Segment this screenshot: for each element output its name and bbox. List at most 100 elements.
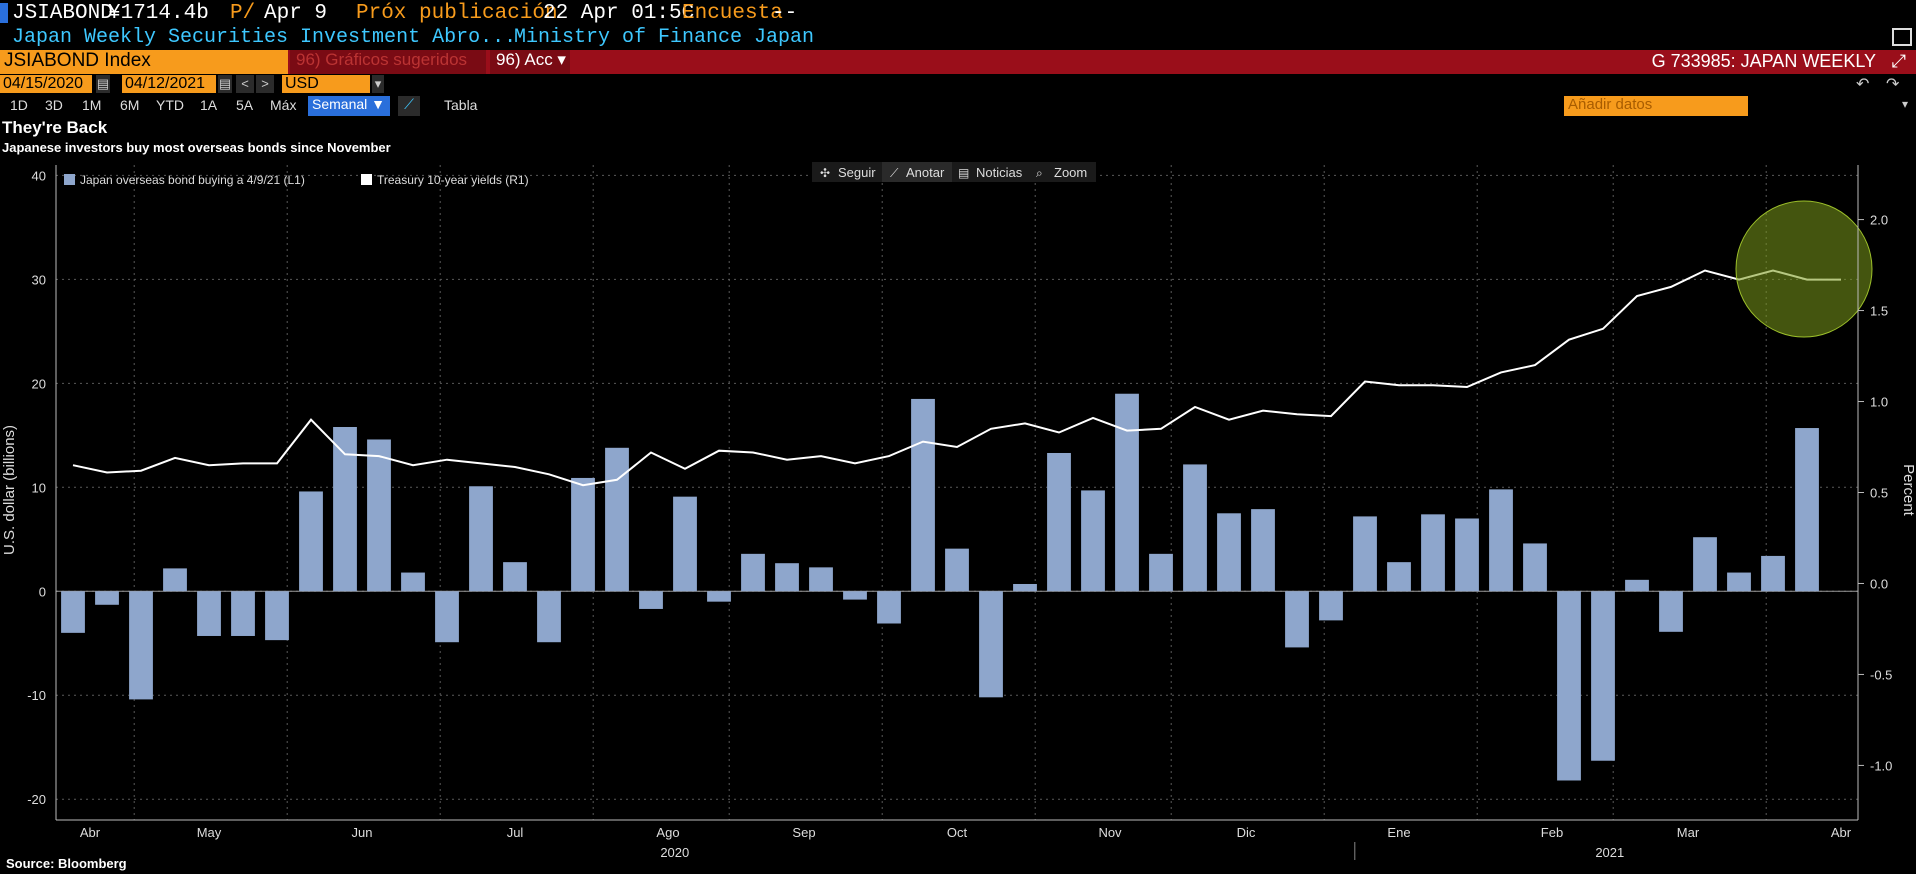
security-description[interactable]: Japan Weekly Securities Investment Abro.…	[12, 26, 517, 49]
bar-bond-buying	[1659, 591, 1683, 632]
start-date-input[interactable]: 04/15/2020	[0, 75, 92, 93]
bar-bond-buying	[1387, 562, 1411, 592]
undo-icon[interactable]: ↶	[1856, 76, 1870, 93]
x-tick-month: Abr	[80, 825, 101, 840]
bar-bond-buying	[1183, 464, 1207, 592]
bar-bond-buying	[129, 591, 153, 700]
y-tick-right: 2.0	[1870, 213, 1888, 228]
follow-icon[interactable]: ✣	[820, 166, 830, 180]
bar-bond-buying	[333, 427, 357, 592]
security-input[interactable]: JSIABOND Index	[0, 50, 288, 74]
y-tick-right: 1.0	[1870, 395, 1888, 410]
zoom-button[interactable]: Zoom	[1054, 165, 1087, 180]
bar-bond-buying	[367, 439, 391, 592]
bar-bond-buying	[605, 447, 629, 592]
bar-bond-buying	[945, 548, 969, 592]
y-axis-left-label: U.S. dollar (billions)	[1, 425, 18, 555]
period-toolbar: 1D 3D 1M 6M YTD 1A 5A Máx Semanal ▼ ⟋ Ta…	[0, 96, 1916, 116]
y-tick-right: 1.5	[1870, 304, 1888, 319]
period-1a[interactable]: 1A	[200, 97, 218, 113]
x-tick-month: Mar	[1677, 825, 1700, 840]
period-3d[interactable]: 3D	[45, 97, 63, 113]
currency-select[interactable]: USD	[282, 75, 370, 93]
treasury-yield-line	[72, 269, 1841, 487]
news-icon[interactable]: ▤	[958, 166, 969, 180]
bar-bond-buying	[1625, 579, 1649, 592]
table-button[interactable]: Tabla	[444, 97, 478, 113]
menu-dropdown-icon[interactable]: ▾	[1901, 97, 1908, 111]
x-tick-month: Dic	[1237, 825, 1256, 840]
annotate-button[interactable]: Anotar	[906, 165, 945, 180]
period-1d[interactable]: 1D	[10, 97, 28, 113]
expand-icon[interactable]	[1892, 28, 1912, 46]
legend-label-yields: Treasury 10-year yields (R1)	[377, 173, 529, 187]
suggested-charts-button[interactable]: 96) Gráficos sugeridos	[290, 50, 486, 74]
bar-bond-buying	[1115, 393, 1139, 592]
follow-button[interactable]: Seguir	[838, 165, 876, 180]
x-tick-month: Ago	[656, 825, 679, 840]
x-tick-year: 2020	[660, 845, 689, 860]
period-ytd[interactable]: YTD	[156, 97, 184, 113]
chart-subtitle: Japanese investors buy most overseas bon…	[2, 140, 391, 155]
period-max[interactable]: Máx	[270, 97, 297, 113]
bar-bond-buying	[1727, 572, 1751, 592]
x-tick-month: Abr	[1831, 825, 1852, 840]
y-tick-right: 0.5	[1870, 486, 1888, 501]
bar-bond-buying	[1319, 591, 1343, 621]
last-value: ¥1714.4b	[108, 2, 209, 25]
x-tick-month: May	[197, 825, 222, 840]
bar-bond-buying	[911, 398, 935, 592]
y-tick-left: -20	[27, 792, 46, 807]
annotate-icon[interactable]: ⟋	[890, 166, 899, 180]
currency-dropdown-icon[interactable]: ▾	[372, 75, 384, 93]
bar-bond-buying	[979, 591, 1003, 698]
period-1m[interactable]: 1M	[82, 97, 102, 113]
end-date-input[interactable]: 04/12/2021	[122, 75, 216, 93]
bar-bond-buying	[265, 591, 289, 641]
news-button[interactable]: Noticias	[976, 165, 1023, 180]
frequency-select[interactable]: Semanal ▼	[308, 96, 390, 116]
legend-label-bonds: Japan overseas bond buying a 4/9/21 (L1)	[80, 173, 305, 187]
bar-bond-buying	[1421, 514, 1445, 592]
period-5a[interactable]: 5A	[236, 97, 254, 113]
last-date: Apr 9	[264, 2, 328, 25]
bar-bond-buying	[435, 591, 459, 643]
next-period-button[interactable]: >	[256, 75, 274, 93]
bar-bond-buying	[197, 591, 221, 636]
bar-bond-buying	[1455, 518, 1479, 592]
window-close-icon[interactable]: ⤢	[1891, 51, 1906, 71]
actions-button[interactable]: 96) Acc ▾	[490, 50, 570, 74]
bar-bond-buying	[877, 591, 901, 624]
bar-bond-buying	[775, 563, 799, 592]
bar-bond-buying	[1557, 591, 1581, 781]
period-6m[interactable]: 6M	[120, 97, 140, 113]
bar-bond-buying	[537, 591, 561, 643]
ticker-header: JSIABOND ¥1714.4b P/ Apr 9 Próx publicac…	[0, 0, 1916, 26]
bar-bond-buying	[1761, 555, 1785, 592]
bar-bond-buying	[1047, 452, 1071, 592]
bar-bond-buying	[1217, 513, 1241, 592]
chart-title: They're Back	[2, 118, 108, 137]
y-tick-left: 10	[32, 480, 46, 495]
add-data-input[interactable]: Añadir datos	[1564, 96, 1748, 116]
redo-icon[interactable]: ↷	[1886, 76, 1900, 93]
bar-bond-buying	[1523, 543, 1547, 592]
y-axis-right-label: Percent	[1900, 464, 1916, 517]
bar-bond-buying	[673, 496, 697, 592]
bar-bond-buying	[741, 553, 765, 592]
start-calendar-icon[interactable]: ▤	[96, 75, 110, 93]
y-tick-right: -1.0	[1870, 758, 1892, 773]
source-name[interactable]: Ministry of Finance Japan	[514, 26, 815, 49]
x-tick-month: Jul	[507, 825, 524, 840]
x-tick-month: Sep	[792, 825, 815, 840]
y-tick-left: 20	[32, 376, 46, 391]
zoom-icon[interactable]: ⌕	[1036, 166, 1043, 180]
bar-bond-buying	[1489, 489, 1513, 592]
date-range-bar: 04/15/2020 ▤ 04/12/2021 ▤ < > USD ▾ ↶ ↷	[0, 74, 1916, 94]
next-publication-value: 22 Apr 01:5C	[543, 2, 695, 25]
end-calendar-icon[interactable]: ▤	[218, 75, 232, 93]
chart-type-icon[interactable]: ⟋	[398, 96, 420, 116]
bar-bond-buying	[707, 591, 731, 602]
prev-period-button[interactable]: <	[236, 75, 254, 93]
